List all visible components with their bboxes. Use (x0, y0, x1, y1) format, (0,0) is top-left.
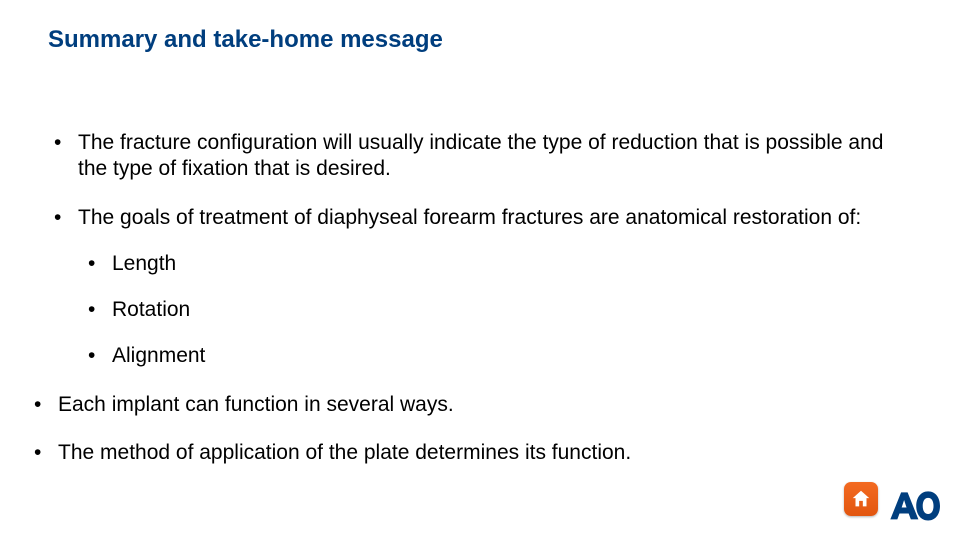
list-item: Each implant can function in several way… (28, 392, 888, 418)
slide: Summary and take-home message The fractu… (0, 0, 960, 540)
list-item: The method of application of the plate d… (28, 440, 888, 466)
list-item: Length (78, 251, 888, 277)
list-item: Rotation (78, 297, 888, 323)
bullet-text: The method of application of the plate d… (58, 441, 631, 464)
page-title: Summary and take-home message (48, 26, 443, 54)
home-button[interactable] (844, 482, 878, 516)
content-area: The fracture configuration will usually … (48, 130, 888, 488)
bullet-text: The fracture configuration will usually … (78, 131, 883, 180)
list-item: The fracture configuration will usually … (48, 130, 888, 183)
ao-logo (886, 488, 940, 526)
bullet-list: The fracture configuration will usually … (48, 130, 888, 466)
list-item: Alignment (78, 343, 888, 369)
sub-bullet-list: Length Rotation Alignment (78, 251, 888, 370)
bullet-text: The goals of treatment of diaphyseal for… (78, 206, 861, 229)
bullet-text: Rotation (112, 298, 190, 321)
bullet-text: Each implant can function in several way… (58, 393, 454, 416)
bullet-text: Alignment (112, 344, 205, 367)
list-item: The goals of treatment of diaphyseal for… (48, 205, 888, 370)
bullet-text: Length (112, 252, 176, 275)
home-icon (850, 488, 872, 510)
